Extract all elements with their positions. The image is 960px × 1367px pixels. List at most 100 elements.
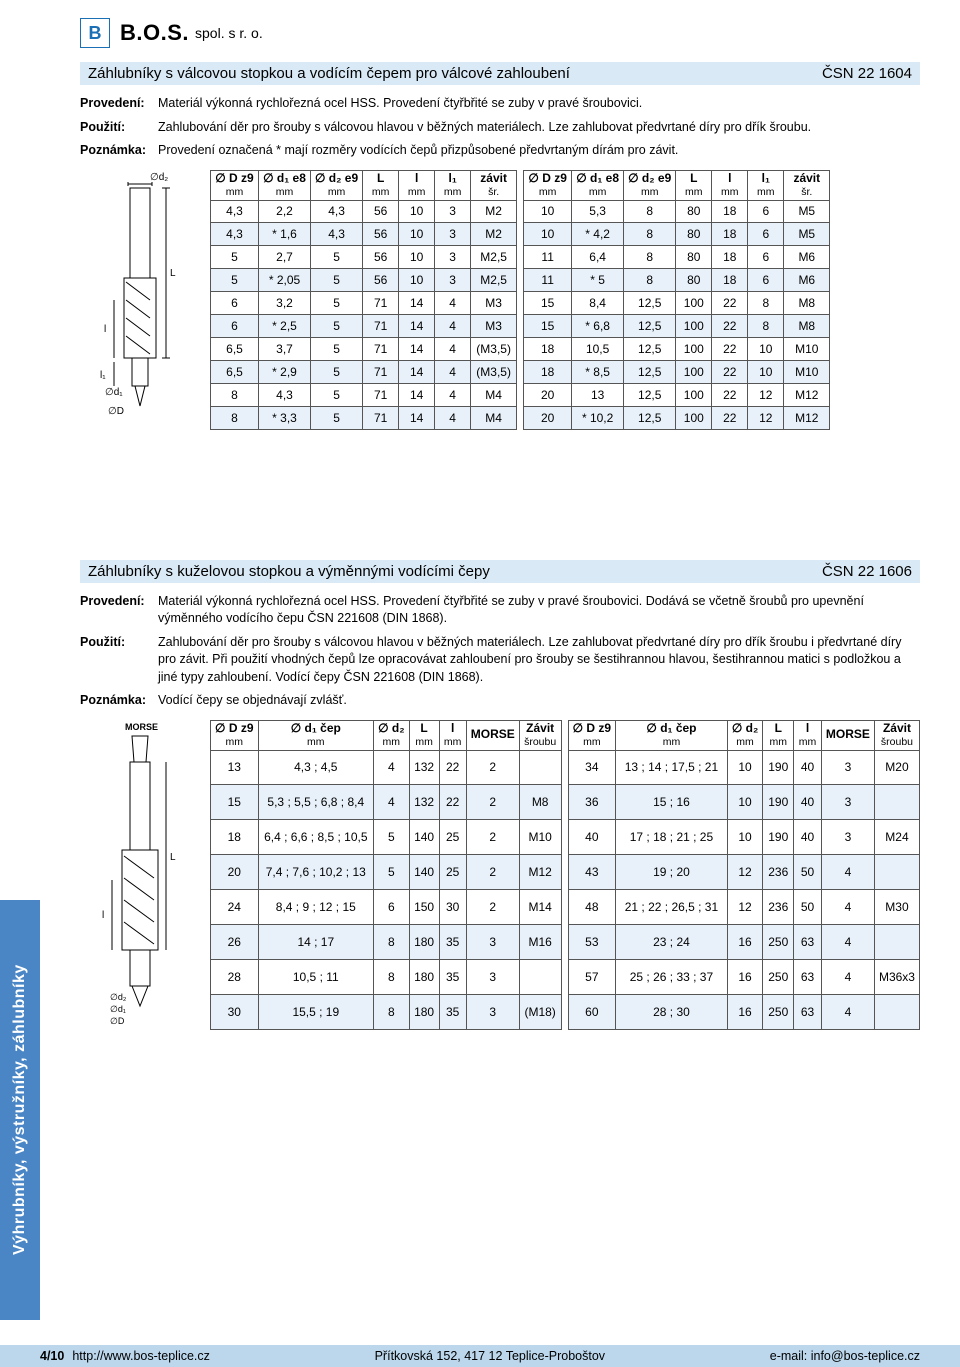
tool-diagram-morse-icon: MORSE L l ∅d₂ ∅d₁ ∅D xyxy=(90,720,190,1030)
desc-row: Použití: Zahlubování děr pro šrouby s vá… xyxy=(80,119,920,137)
column-header: lmm xyxy=(439,720,466,750)
table-cell: 4 xyxy=(435,406,471,429)
table-row: 105,3880186M5 xyxy=(524,200,830,223)
table-row: 248,4 ; 9 ; 12 ; 156150302M14 xyxy=(211,890,562,925)
column-header: l₁mm xyxy=(748,170,784,200)
table-cell: 10 xyxy=(524,223,572,246)
section2-title: Záhlubníky s kuželovou stopkou a výměnný… xyxy=(88,563,490,580)
table-cell: M10 xyxy=(519,820,561,855)
table-cell: 40 xyxy=(794,785,822,820)
table-cell: (M3,5) xyxy=(471,360,517,383)
table-row: 11* 5880186M6 xyxy=(524,269,830,292)
table-cell: 5 xyxy=(311,246,363,269)
table-cell: 22 xyxy=(712,383,748,406)
table-cell: 71 xyxy=(363,292,399,315)
table-row: 6,5* 2,9571144(M3,5) xyxy=(211,360,517,383)
table-cell: 12,5 xyxy=(624,292,676,315)
table-cell: 11 xyxy=(524,269,572,292)
section1-code: ČSN 22 1604 xyxy=(822,65,912,82)
table-cell: 8 xyxy=(624,200,676,223)
table-cell: 10 xyxy=(399,200,435,223)
table-cell: 10 xyxy=(727,785,763,820)
table-cell: 26 xyxy=(211,924,259,959)
table-cell: 4 xyxy=(435,292,471,315)
column-header: Závitšroubu xyxy=(519,720,561,750)
sidebar-category-label: Výhrubníky, výstružníky, záhlubníky xyxy=(0,900,40,1320)
section-1: Záhlubníky s válcovou stopkou a vodícím … xyxy=(80,62,920,430)
table-cell: M3 xyxy=(471,314,517,337)
table-cell: M5 xyxy=(784,223,830,246)
poznamka-text: Vodící čepy se objednávají zvlášť. xyxy=(158,692,920,710)
desc-row: Poznámka: Provedení označená * mají rozm… xyxy=(80,142,920,160)
table-cell: 190 xyxy=(763,820,794,855)
table-cell: * 4,2 xyxy=(572,223,624,246)
table-cell: M4 xyxy=(471,406,517,429)
table-cell: 100 xyxy=(676,314,712,337)
column-header: l₁mm xyxy=(435,170,471,200)
table-cell: 30 xyxy=(439,890,466,925)
table-cell: 3 xyxy=(466,959,519,994)
table-cell: 3 xyxy=(435,246,471,269)
column-header: Lmm xyxy=(409,720,439,750)
svg-text:l: l xyxy=(104,324,106,335)
section2-content: MORSE L l ∅d₂ ∅d₁ ∅D ∅ D z9mm∅ xyxy=(80,720,920,1030)
table-cell: 5,3 ; 5,5 ; 6,8 ; 8,4 xyxy=(258,785,373,820)
table-cell: 18 xyxy=(524,360,572,383)
table-cell: 80 xyxy=(676,269,712,292)
table-row: 155,3 ; 5,5 ; 6,8 ; 8,44132222M8 xyxy=(211,785,562,820)
svg-text:∅D: ∅D xyxy=(108,406,124,417)
table-cell: 22 xyxy=(439,750,466,785)
column-header: ∅ d₂mm xyxy=(727,720,763,750)
column-header: Závitšroubu xyxy=(874,720,919,750)
table-cell: 16 xyxy=(727,959,763,994)
table-cell: 6 xyxy=(748,223,784,246)
table-cell: 132 xyxy=(409,750,439,785)
table-cell: 10 xyxy=(399,269,435,292)
table-cell: 17 ; 18 ; 21 ; 25 xyxy=(616,820,728,855)
section1-content: ∅d₂ ∅d₁ ∅D L xyxy=(80,170,920,430)
table-cell: 20 xyxy=(211,855,259,890)
table-row: 2810,5 ; 118180353 xyxy=(211,959,562,994)
table-row: 116,4880186M6 xyxy=(524,246,830,269)
table-cell: 100 xyxy=(676,406,712,429)
pouziti-text: Zahlubování děr pro šrouby s válcovou hl… xyxy=(158,634,920,687)
table-cell: M14 xyxy=(519,890,561,925)
table-cell: 3 xyxy=(435,269,471,292)
column-header: závitšr. xyxy=(784,170,830,200)
table-cell: 8,4 xyxy=(572,292,624,315)
provedeni-label: Provedení: xyxy=(80,95,158,113)
svg-text:l: l xyxy=(102,910,104,921)
table-cell: 6,5 xyxy=(211,337,259,360)
table-cell: M10 xyxy=(784,360,830,383)
section1-title-bar: Záhlubníky s válcovou stopkou a vodícím … xyxy=(80,62,920,85)
table-cell: 6 xyxy=(211,292,259,315)
table-cell: 18 xyxy=(712,246,748,269)
section2-code: ČSN 22 1606 xyxy=(822,563,912,580)
table-cell: 13 xyxy=(211,750,259,785)
svg-text:L: L xyxy=(170,268,176,279)
table-cell: 80 xyxy=(676,246,712,269)
table-cell: M16 xyxy=(519,924,561,959)
column-header: ∅ d₂mm xyxy=(374,720,410,750)
table-cell: M6 xyxy=(784,269,830,292)
table-cell: * 2,5 xyxy=(259,314,311,337)
table-cell: 8 xyxy=(211,406,259,429)
table-cell: M12 xyxy=(519,855,561,890)
table-cell: 4 xyxy=(435,337,471,360)
table-cell xyxy=(874,855,919,890)
table-cell: 22 xyxy=(712,314,748,337)
desc-row: Provedení: Materiál výkonná rychlořezná … xyxy=(80,95,920,113)
table-cell: 10 xyxy=(748,360,784,383)
table-row: 5* 2,05556103M2,5 xyxy=(211,269,517,292)
table-cell: 71 xyxy=(363,406,399,429)
svg-text:l₁: l₁ xyxy=(100,370,106,381)
table-cell: 2 xyxy=(466,855,519,890)
table-cell: 56 xyxy=(363,269,399,292)
tool-diagram-icon: ∅d₂ ∅d₁ ∅D L xyxy=(90,170,190,430)
table-cell: 12,5 xyxy=(624,360,676,383)
table-cell: 3 xyxy=(435,223,471,246)
table-cell: 25 xyxy=(439,820,466,855)
logo-icon: B xyxy=(80,18,110,48)
table-cell: 22 xyxy=(439,785,466,820)
table-cell: 15 xyxy=(524,292,572,315)
